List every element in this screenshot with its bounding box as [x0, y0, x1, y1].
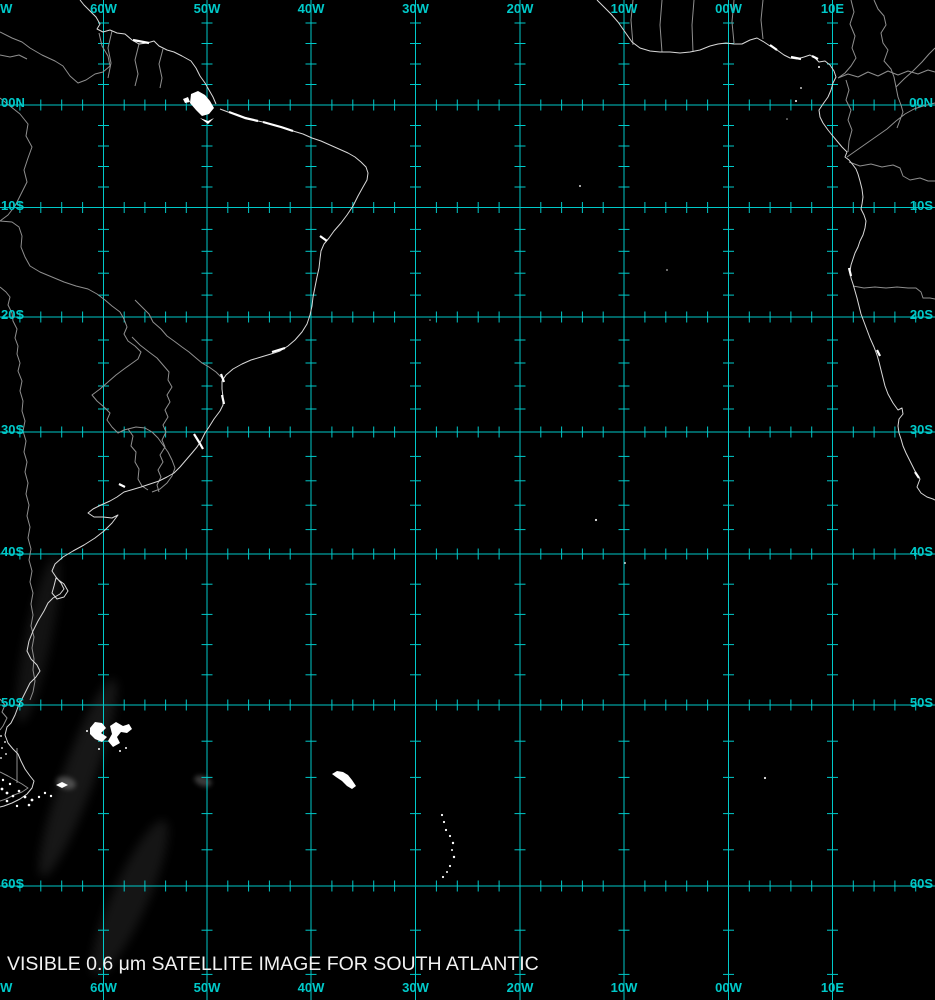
lat-label-left: 10S: [1, 197, 25, 213]
lat-label-right: 60S: [909, 876, 933, 891]
lon-label-top: 10E: [820, 1, 845, 16]
tierra-del-fuego-snow-patches: [0, 778, 68, 808]
lon-label-bottom: 30W: [402, 980, 429, 995]
bouvet-island-dot: [763, 776, 767, 780]
ascension-island-dot: [579, 185, 581, 187]
south-georgia-island: [332, 771, 356, 789]
africa-coastline: [596, 0, 935, 501]
lat-label-right: 30S: [909, 422, 933, 437]
falkland-islands: [86, 722, 132, 752]
lat-label-left: 20S: [1, 307, 25, 322]
lon-label-top: 30W: [402, 1, 429, 16]
st-helena-island-dot: [666, 269, 668, 271]
lon-label-bottom: 40W: [297, 980, 325, 995]
lat-label-right: 40S: [909, 544, 933, 559]
lon-label-top: 10W: [610, 1, 638, 16]
islands: [0, 66, 820, 879]
lon-label-top: 70W: [0, 1, 13, 16]
lat-label-left: 30S: [1, 422, 25, 437]
lat-label-right: 50S: [909, 695, 933, 710]
lon-label-bottom: 60W: [90, 980, 117, 995]
coastlines: [0, 0, 935, 808]
lat-label-right: 10S: [909, 197, 933, 213]
lon-label-bottom: 70W: [0, 980, 13, 995]
lon-label-top: 00W: [715, 1, 742, 16]
staten-island: [56, 782, 68, 788]
caption-title: VISIBLE 0.6 μm SATELLITE IMAGE FOR SOUTH…: [7, 953, 539, 975]
lat-label-left: 40S: [1, 544, 25, 559]
lat-label-left: 50S: [1, 695, 25, 710]
chile-coast-specks: [0, 735, 7, 759]
bright-coast-segments: [118, 38, 920, 488]
sao-tome-island-dot: [795, 100, 797, 102]
lat-label-left: 00N: [1, 95, 25, 110]
lon-label-top: 40W: [297, 1, 325, 16]
lon-label-bottom: 10W: [610, 980, 638, 995]
lat-label-right: 00N: [909, 95, 933, 110]
tristan-da-cunha-dot: [594, 518, 598, 522]
amazon-delta: [183, 91, 214, 124]
principe-island-dot: [800, 87, 802, 89]
annobon-island-dot: [786, 118, 788, 120]
caption: VISIBLE 0.6 μm SATELLITE IMAGE FOR SOUTH…: [7, 911, 539, 1000]
africa-borders: [630, 0, 935, 300]
lon-label-top: 20W: [506, 1, 534, 16]
bioko-island-dot: [818, 66, 820, 68]
lat-label-right: 20S: [909, 307, 933, 322]
lon-label-bottom: 00W: [715, 980, 742, 995]
lon-label-bottom: 50W: [193, 980, 221, 995]
lon-label-top: 50W: [193, 1, 221, 16]
lon-label-top: 60W: [90, 1, 117, 16]
lon-label-bottom: 10E: [820, 980, 845, 995]
south-sandwich-islands: [440, 813, 456, 879]
gough-island-dot: [624, 562, 626, 564]
lat-label-left: 60S: [1, 876, 25, 891]
south-america-coastline: [0, 0, 369, 808]
lon-label-bottom: 20W: [506, 980, 534, 995]
country-borders: [0, 0, 935, 802]
south-america-borders: [0, 30, 222, 802]
trindade-island-dot: [429, 319, 431, 321]
